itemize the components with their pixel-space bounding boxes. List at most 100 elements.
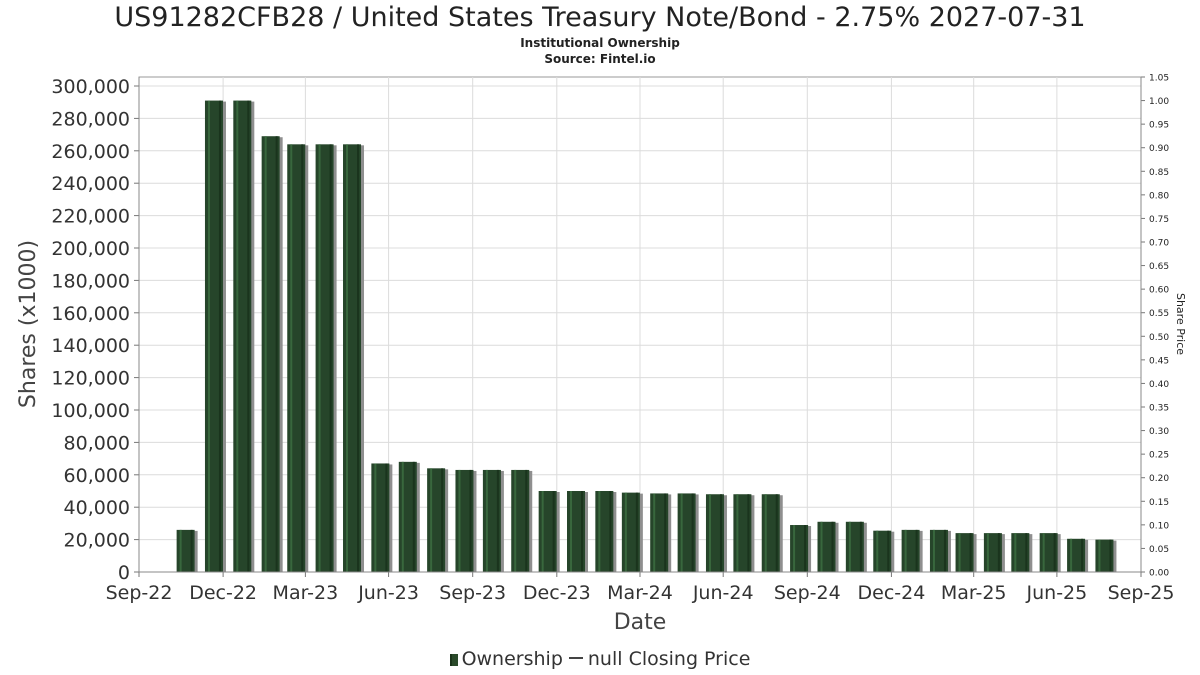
bar-highlight [1014, 533, 1017, 572]
y2-tick-label: 0.65 [1149, 262, 1169, 272]
bar-highlight [236, 100, 239, 572]
y2-tick-label: 0.90 [1149, 144, 1169, 154]
y2-tick-label: 0.95 [1149, 121, 1169, 131]
bar-edge [887, 530, 890, 572]
y-tick-label: 300,000 [51, 76, 130, 98]
chart-title: US91282CFB28 / United States Treasury No… [114, 2, 1086, 33]
bar-highlight [458, 469, 461, 572]
y2-tick-label: 0.50 [1149, 333, 1169, 343]
bar-highlight [904, 529, 907, 572]
bar-highlight [207, 100, 210, 572]
y2-tick-label: 0.15 [1149, 498, 1169, 508]
x-tick-label: Jun-23 [357, 582, 419, 604]
x-tick-label: Dec-23 [523, 582, 591, 604]
bar-highlight [820, 521, 823, 572]
y2-tick-label: 0.55 [1149, 309, 1169, 319]
y-tick-label: 280,000 [51, 108, 130, 130]
bar-highlight [374, 463, 377, 572]
y2-tick-label: 0.45 [1149, 356, 1169, 366]
bar-edge [997, 533, 1000, 572]
bar-edge [496, 469, 499, 572]
y-tick-label: 60,000 [64, 465, 130, 487]
y-tick-label: 200,000 [51, 238, 130, 260]
y-tick-label: 0 [118, 562, 130, 584]
bar-edge [635, 492, 638, 572]
y2-tick-label: 0.60 [1149, 286, 1169, 296]
y2-tick-label: 0.70 [1149, 239, 1169, 249]
x-tick-label: Dec-24 [858, 582, 926, 604]
bar-edge [747, 494, 750, 572]
y-tick-label: 180,000 [51, 270, 130, 292]
bar-edge [190, 529, 193, 572]
bar-edge [1053, 533, 1056, 572]
bar-highlight [876, 530, 879, 572]
y-tick-label: 260,000 [51, 141, 130, 163]
x-tick-label: Mar-23 [273, 582, 339, 604]
bar-highlight [514, 469, 517, 572]
bar-edge [1109, 539, 1112, 572]
x-tick-label: Jun-24 [692, 582, 754, 604]
bar-edge [1081, 538, 1084, 572]
bar-highlight [736, 494, 739, 572]
bar-highlight [932, 529, 935, 572]
bar-edge [525, 469, 528, 572]
x-tick-label: Jun-25 [1026, 582, 1088, 604]
y-tick-label: 40,000 [64, 497, 130, 519]
bar-highlight [598, 491, 601, 572]
bar-highlight [290, 144, 293, 572]
bar-highlight [680, 493, 683, 572]
y2-tick-label: 0.25 [1149, 451, 1169, 461]
y-tick-label: 160,000 [51, 303, 130, 325]
x-tick-label: Sep-23 [439, 582, 506, 604]
y2-tick-label: 0.05 [1149, 545, 1169, 555]
y-tick-label: 20,000 [64, 530, 130, 552]
x-axis: Sep-22 Dec-22 Mar-23 Jun-23 Sep-23 Dec-23 Mar-… [106, 571, 1175, 604]
bar-highlight [848, 521, 851, 572]
bar-edge [943, 529, 946, 572]
bar-edge [969, 533, 972, 572]
bar-highlight [653, 493, 656, 572]
x-axis-label: Date [614, 610, 667, 635]
bar-edge [412, 461, 415, 572]
bar-highlight [764, 494, 767, 572]
bar-edge [357, 144, 360, 572]
y2-axis: 0.00 0.05 0.10 0.15 0.20 0.25 0.30 0.35 0.40 0.45… [1140, 74, 1169, 579]
bar-edge [609, 491, 612, 572]
y-tick-label: 220,000 [51, 206, 130, 228]
bar-highlight [986, 533, 989, 572]
legend-ownership-label: Ownership [461, 648, 563, 670]
bar-edge [691, 493, 694, 572]
bar-edge [301, 144, 304, 572]
bar-highlight [264, 136, 267, 572]
y2-tick-label: 0.00 [1149, 569, 1169, 579]
bar-highlight [1042, 533, 1045, 572]
closing-price-line-swatch [568, 657, 583, 659]
legend-closing-price-label: null Closing Price [587, 648, 751, 670]
bar-highlight [1098, 539, 1101, 572]
bar-highlight [708, 494, 711, 572]
y2-axis-label: Share Price [1174, 293, 1187, 355]
x-tick-label: Sep-25 [1108, 582, 1175, 604]
y2-tick-label: 0.85 [1149, 168, 1169, 178]
legend: Ownership null Closing Price [0, 648, 1200, 670]
y-tick-label: 100,000 [51, 400, 130, 422]
bar-highlight [1070, 538, 1073, 572]
bar-highlight [570, 491, 573, 572]
bar-edge [804, 525, 807, 572]
y2-tick-label: 0.10 [1149, 521, 1169, 531]
bar-edge [469, 469, 472, 572]
x-tick-label: Mar-25 [941, 582, 1007, 604]
bar-edge [719, 494, 722, 572]
bar-highlight [541, 491, 544, 572]
y2-tick-label: 1.05 [1149, 74, 1169, 84]
y-axis: 0 20,000 40,000 60,000 80,000 100,000 120,000 1… [51, 76, 140, 584]
chart-source: Source: Fintel.io [544, 52, 656, 66]
y2-tick-label: 0.80 [1149, 191, 1169, 201]
y2-tick-label: 1.00 [1149, 97, 1169, 107]
bar-highlight [793, 525, 796, 572]
bar-edge [385, 463, 388, 572]
y2-tick-label: 0.20 [1149, 474, 1169, 484]
bar-highlight [485, 469, 488, 572]
y-tick-label: 80,000 [64, 432, 130, 454]
